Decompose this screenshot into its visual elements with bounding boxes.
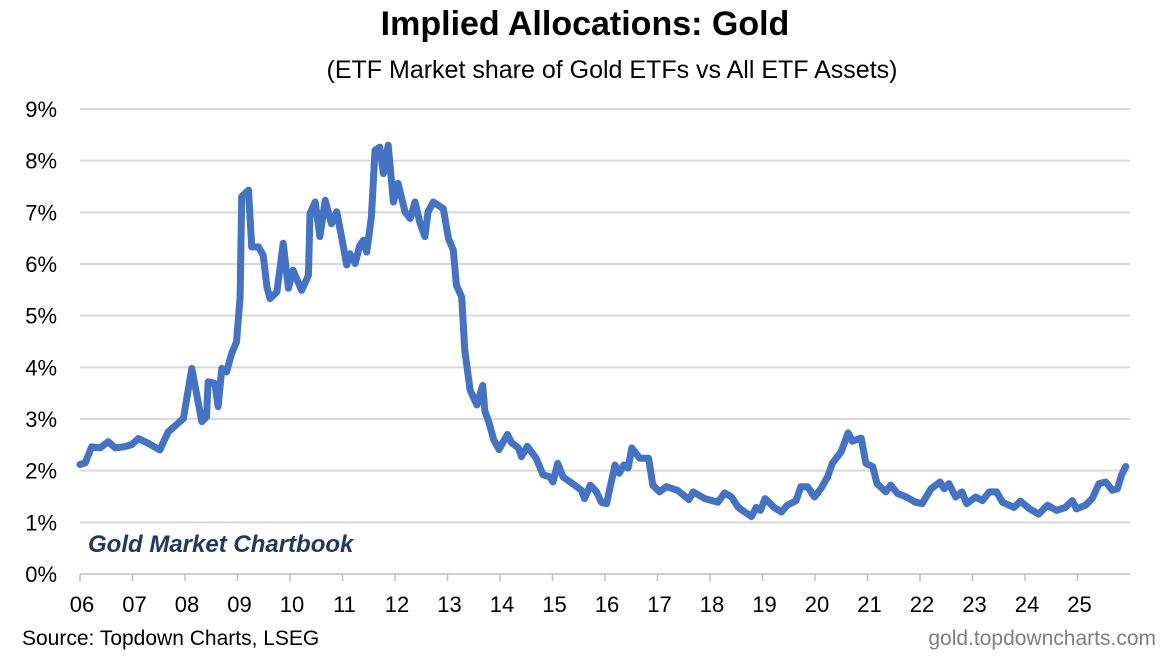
x-tick-label: 10 xyxy=(280,592,304,617)
watermark: gold.topdowncharts.com xyxy=(928,627,1156,650)
x-tick-label: 23 xyxy=(962,592,986,617)
y-tick-label: 3% xyxy=(25,407,57,432)
source-note: Source: Topdown Charts, LSEG xyxy=(22,627,319,650)
x-tick-label: 16 xyxy=(595,592,619,617)
x-tick-label: 20 xyxy=(805,592,829,617)
series-line xyxy=(76,141,1130,521)
x-tick-label: 17 xyxy=(647,592,671,617)
y-tick-label: 6% xyxy=(25,252,57,277)
x-tick-label: 12 xyxy=(385,592,409,617)
x-tick-label: 22 xyxy=(910,592,934,617)
x-tick-label: 09 xyxy=(227,592,251,617)
x-tick-label: 18 xyxy=(700,592,724,617)
x-tick-label: 19 xyxy=(752,592,776,617)
chartbook-annotation: Gold Market Chartbook xyxy=(88,531,355,558)
y-tick-label: 9% xyxy=(25,97,57,122)
x-tick-label: 08 xyxy=(175,592,199,617)
y-tick-label: 4% xyxy=(25,355,57,380)
x-tick-label: 11 xyxy=(333,592,356,617)
y-tick-label: 2% xyxy=(25,459,57,484)
x-tick-label: 13 xyxy=(437,592,461,617)
chart-title: Implied Allocations: Gold xyxy=(381,5,790,43)
y-tick-label: 5% xyxy=(25,304,57,329)
x-tick-label: 24 xyxy=(1015,592,1039,617)
y-tick-label: 0% xyxy=(25,562,57,587)
chart-subtitle: (ETF Market share of Gold ETFs vs All ET… xyxy=(327,56,898,84)
y-tick-label: 8% xyxy=(25,149,57,174)
y-tick-label: 1% xyxy=(25,510,57,535)
x-tick-label: 21 xyxy=(857,592,881,617)
x-tick-label: 14 xyxy=(490,592,514,617)
x-tick-label: 15 xyxy=(542,592,566,617)
y-tick-label: 7% xyxy=(25,200,57,225)
x-tick-label: 07 xyxy=(122,592,146,617)
x-tick-label: 25 xyxy=(1067,592,1091,617)
x-tick-label: 06 xyxy=(70,592,94,617)
